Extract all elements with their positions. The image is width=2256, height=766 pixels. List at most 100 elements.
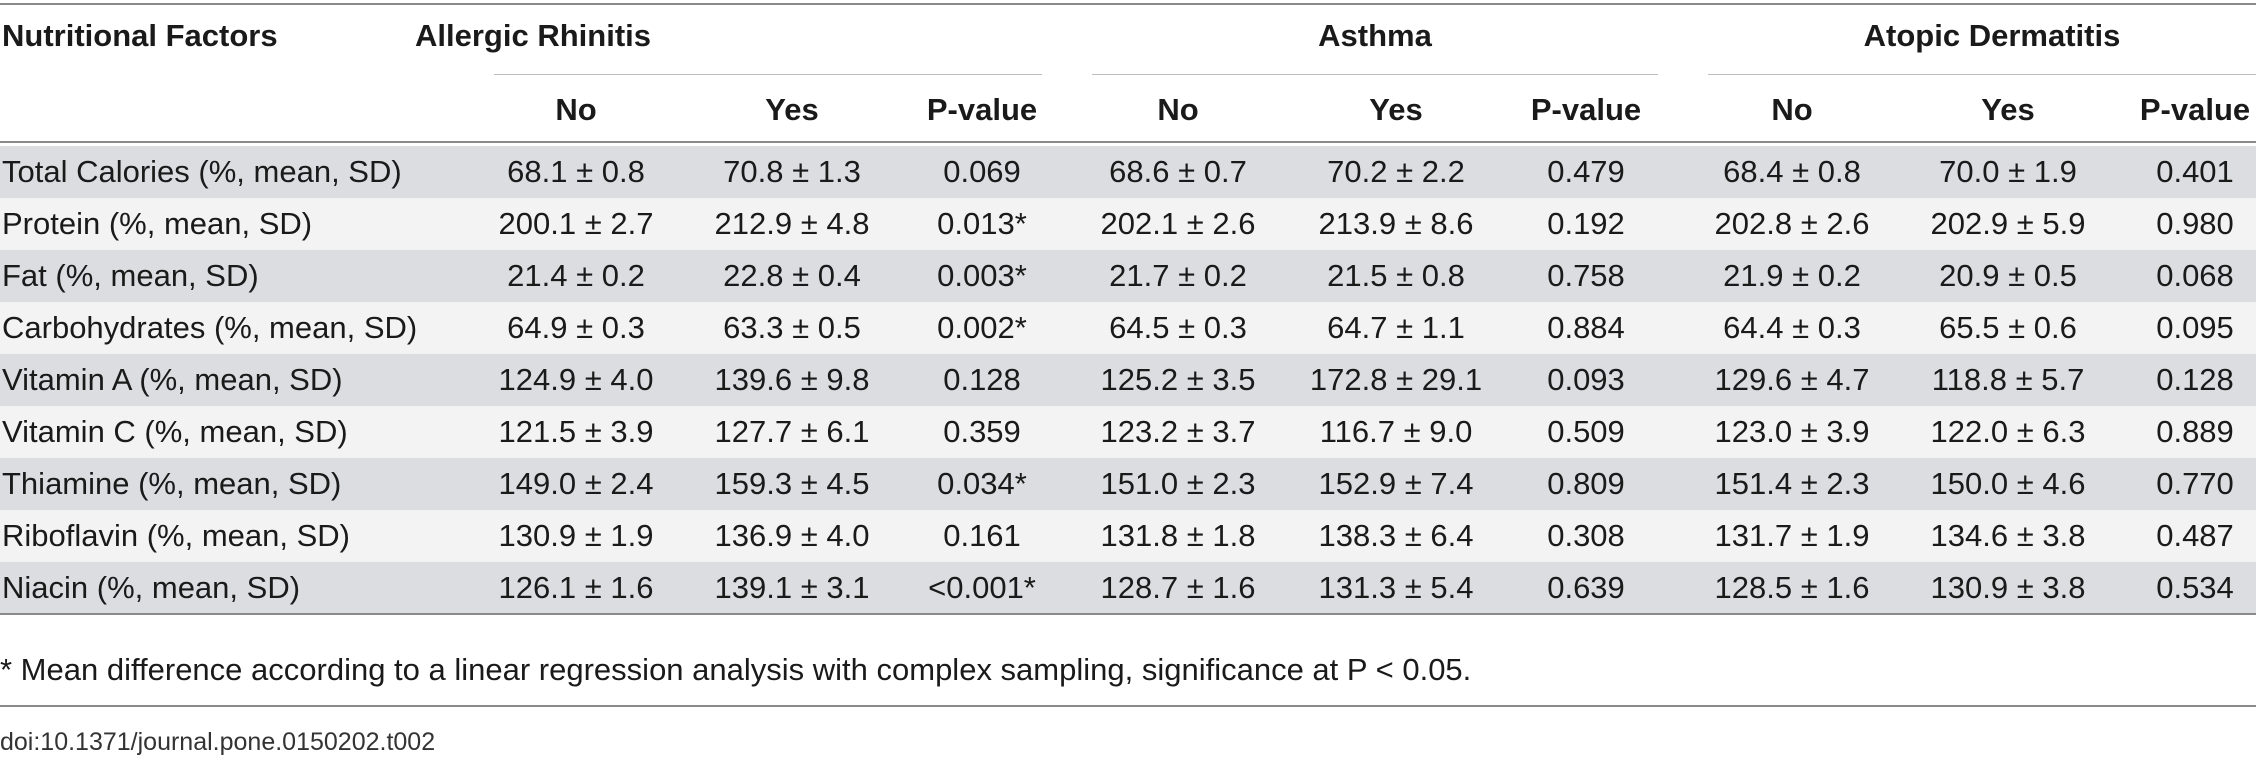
table-cell: 122.0 ± 6.3 [1930,414,2086,449]
table-cell: 0.889 [2156,414,2234,449]
table-cell: 21.7 ± 0.2 [1109,258,1247,293]
table-cell: 128.7 ± 1.6 [1100,570,1256,605]
table-cell: 202.1 ± 2.6 [1100,206,1256,241]
table-cell: 0.509 [1547,414,1625,449]
table-cell: 136.9 ± 4.0 [714,518,870,553]
table-row: Carbohydrates (%, mean, SD) 64.9 ± 0.3 63.… [0,302,2256,354]
table-cell: 125.2 ± 3.5 [1100,362,1256,397]
table-cell: <0.001* [928,570,1036,605]
table-cell: 213.9 ± 8.6 [1318,206,1474,241]
row-label: Riboflavin (%, mean, SD) [2,518,351,553]
table-cell: 64.5 ± 0.3 [1109,310,1247,345]
table-row: Thiamine (%, mean, SD) 149.0 ± 2.4 159.3 ±… [0,458,2256,510]
table-row: Vitamin A (%, mean, SD) 124.9 ± 4.0 139.6 … [0,354,2256,406]
table-cell: 116.7 ± 9.0 [1319,414,1473,449]
row-label: Protein (%, mean, SD) [2,206,313,241]
table-cell: 0.128 [2156,362,2234,397]
column-header: P-value [926,92,1038,127]
table-cell: 138.3 ± 6.4 [1318,518,1474,553]
table-cell: 0.003* [937,258,1027,293]
group-rule-allergic-rhinitis [494,74,1042,75]
table-cell: 202.9 ± 5.9 [1930,206,2086,241]
table-cell: 0.002* [937,310,1027,345]
table-cell: 21.5 ± 0.8 [1327,258,1465,293]
table-cell: 20.9 ± 0.5 [1939,258,2077,293]
table-cell: 152.9 ± 7.4 [1318,466,1474,501]
table-cell: 0.401 [2156,154,2234,189]
table-cell: 127.7 ± 6.1 [714,414,870,449]
column-header: P-value [2139,92,2251,127]
column-header: No [555,92,597,127]
table-cell: 68.4 ± 0.8 [1723,154,1861,189]
table-row: Riboflavin (%, mean, SD) 130.9 ± 1.9 136.9… [0,510,2256,562]
table-cell: 134.6 ± 3.8 [1930,518,2086,553]
column-header: No [1157,92,1199,127]
header-bottom-rule [0,141,2256,143]
column-header: Yes [1369,92,1423,127]
table-cell: 200.1 ± 2.7 [498,206,654,241]
table-cell: 64.7 ± 1.1 [1327,310,1465,345]
table-cell: 0.884 [1547,310,1625,345]
table-cell: 212.9 ± 4.8 [714,206,870,241]
table-cell: 0.034* [937,466,1027,501]
column-header: Yes [1981,92,2035,127]
table-cell: 0.069 [943,154,1021,189]
group-header-asthma: Asthma [1318,18,1432,53]
row-label: Thiamine (%, mean, SD) [2,466,342,501]
table-cell: 131.3 ± 5.4 [1318,570,1474,605]
table-cell: 70.0 ± 1.9 [1939,154,2077,189]
table-row: Vitamin C (%, mean, SD) 121.5 ± 3.9 127.7 … [0,406,2256,458]
row-label: Total Calories (%, mean, SD) [2,154,402,189]
table-cell: 151.0 ± 2.3 [1100,466,1256,501]
row-label: Carbohydrates (%, mean, SD) [2,310,418,345]
table-bottom-rule [0,613,2256,615]
table-row: Niacin (%, mean, SD) 126.1 ± 1.6 139.1 ± 3… [0,562,2256,614]
table-cell: 65.5 ± 0.6 [1939,310,2077,345]
table-cell: 150.0 ± 4.6 [1930,466,2086,501]
group-rule-asthma [1092,74,1658,75]
table-top-rule [0,3,2256,5]
table-cell: 131.8 ± 1.8 [1100,518,1256,553]
table-cell: 70.2 ± 2.2 [1327,154,1465,189]
table-cell: 139.1 ± 3.1 [714,570,870,605]
table-cell: 70.8 ± 1.3 [723,154,861,189]
table-cell: 0.161 [943,518,1021,553]
table-cell: 149.0 ± 2.4 [498,466,654,501]
table-cell: 130.9 ± 3.8 [1930,570,2086,605]
table-cell: 64.4 ± 0.3 [1723,310,1861,345]
table-footnote: * Mean difference according to a linear … [0,652,1472,687]
table-cell: 0.487 [2156,518,2234,553]
table-cell: 124.9 ± 4.0 [498,362,654,397]
table-row: Protein (%, mean, SD) 200.1 ± 2.7 212.9 ± … [0,198,2256,250]
column-header: No [1771,92,1813,127]
table-cell: 21.4 ± 0.2 [507,258,645,293]
table-cell: 159.3 ± 4.5 [714,466,870,501]
table-cell: 0.093 [1547,362,1625,397]
table-cell: 0.359 [943,414,1021,449]
table-cell: 0.479 [1547,154,1625,189]
table-cell: 0.809 [1547,466,1625,501]
table-cell: 202.8 ± 2.6 [1714,206,1870,241]
table-cell: 0.308 [1547,518,1625,553]
table-cell: 68.6 ± 0.7 [1109,154,1247,189]
doi-label: doi:10.1371/journal.pone.0150202.t002 [0,728,436,756]
table-cell: 21.9 ± 0.2 [1723,258,1861,293]
table-cell: 0.534 [2156,570,2234,605]
table-cell: 0.128 [943,362,1021,397]
row-label: Vitamin C (%, mean, SD) [2,414,348,449]
table-cell: 63.3 ± 0.5 [723,310,861,345]
group-header-atopic-dermatitis: Atopic Dermatitis [1863,18,2121,53]
corner-header: Nutritional Factors [2,18,278,53]
table-cell: 118.8 ± 5.7 [1931,362,2085,397]
table-cell: 0.068 [2156,258,2234,293]
table-cell: 131.7 ± 1.9 [1714,518,1870,553]
table-cell: 130.9 ± 1.9 [498,518,654,553]
table-cell: 126.1 ± 1.6 [498,570,654,605]
row-label: Vitamin A (%, mean, SD) [2,362,343,397]
table-cell: 123.2 ± 3.7 [1100,414,1256,449]
table-cell: 64.9 ± 0.3 [507,310,645,345]
table-cell: 68.1 ± 0.8 [507,154,645,189]
table-cell: 128.5 ± 1.6 [1714,570,1870,605]
table-cell: 22.8 ± 0.4 [723,258,861,293]
table-cell: 151.4 ± 2.3 [1714,466,1870,501]
